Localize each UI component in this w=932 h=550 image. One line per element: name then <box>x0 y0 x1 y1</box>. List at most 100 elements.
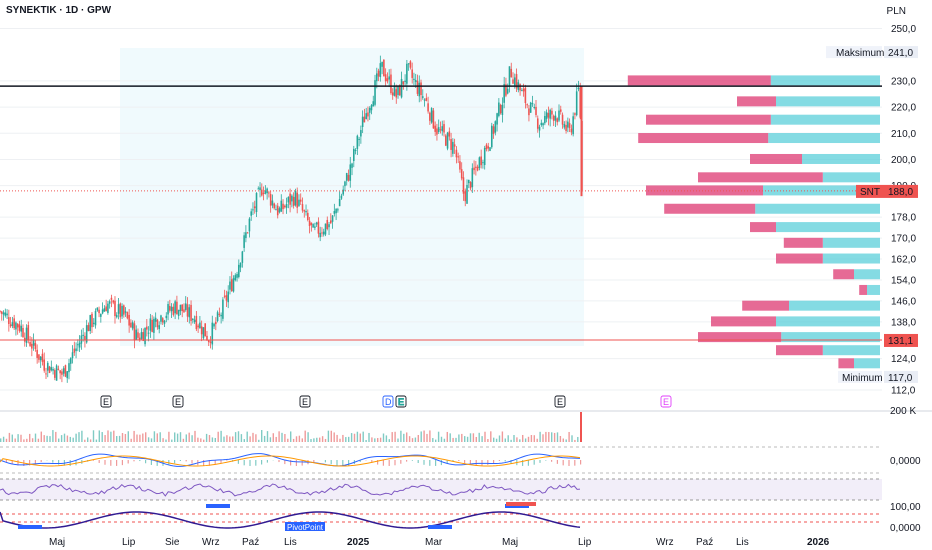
macd-histogram-bar <box>133 460 135 462</box>
volume-bar <box>171 439 173 442</box>
min-value-label: 117,0 <box>888 373 913 384</box>
macd-histogram-bar <box>562 460 564 466</box>
candle-body <box>110 297 113 300</box>
candle-body <box>321 232 323 234</box>
volume-bar <box>217 431 219 442</box>
macd-histogram-bar <box>458 460 460 462</box>
price-tick-label: 154,0 <box>891 275 916 286</box>
candle-body <box>409 61 412 68</box>
candle-body <box>299 199 302 202</box>
candle-body <box>515 74 518 89</box>
candle-body <box>230 279 233 292</box>
candle-body <box>559 109 562 112</box>
candle-body <box>77 344 79 346</box>
volume-bar <box>406 432 408 442</box>
macd-histogram-bar <box>139 460 141 462</box>
candle-body <box>92 322 95 324</box>
candle-body <box>308 220 311 227</box>
candle-body <box>301 204 304 211</box>
macd-histogram-bar <box>411 460 413 461</box>
candle-body <box>59 370 61 374</box>
volume-bar <box>426 433 428 442</box>
volume-bar <box>37 438 40 442</box>
candle-body <box>135 329 138 340</box>
time-tick-label: Lis <box>284 537 297 548</box>
time-tick-label: Sie <box>165 537 180 548</box>
macd-histogram-bar <box>52 460 54 463</box>
macd-histogram-bar <box>5 460 7 463</box>
volume-bar <box>275 436 277 442</box>
volume-profile <box>627 75 880 369</box>
candle-body <box>363 116 366 123</box>
volume-bar <box>324 438 327 442</box>
candle-body <box>268 192 270 194</box>
time-tick-label: Mar <box>425 537 443 548</box>
price-tick-label: 230,0 <box>891 76 916 87</box>
volume-bar <box>130 438 132 442</box>
candle-body <box>473 167 475 171</box>
candle-body <box>402 81 405 85</box>
volume-bar <box>348 436 350 442</box>
candle-body <box>186 304 189 317</box>
macd-histogram-bar <box>498 460 500 461</box>
volume-bar <box>495 438 498 442</box>
candle-body <box>579 87 582 118</box>
candle-body <box>347 174 350 181</box>
macd-histogram-bar <box>220 460 222 463</box>
candle-body <box>114 300 116 317</box>
volume-bar <box>2 436 5 442</box>
candle-body <box>103 308 106 312</box>
profile-bar-down <box>638 133 769 144</box>
candle-body <box>174 301 176 314</box>
profile-bar-up <box>781 332 880 343</box>
rsi-line <box>0 483 581 497</box>
candle-body <box>335 208 337 214</box>
candle-body <box>510 68 513 78</box>
macd-histogram-bar <box>92 460 94 461</box>
volume-bar <box>23 439 25 442</box>
candle-body <box>317 221 320 234</box>
candle-body <box>4 312 7 316</box>
candle-body <box>521 90 523 92</box>
candle-body <box>98 309 100 314</box>
volume-bar <box>522 434 524 442</box>
candle-body <box>176 301 178 315</box>
candle-body <box>496 113 498 125</box>
candle-body <box>377 70 380 77</box>
price-tick-label: 250,0 <box>891 24 916 35</box>
volume-bar <box>26 438 28 442</box>
candle-body <box>436 128 438 135</box>
macd-histogram-bar <box>417 460 419 464</box>
volume-bar <box>368 432 370 442</box>
candle-body <box>349 164 352 181</box>
price-tick-label: 220,0 <box>891 103 916 114</box>
candle-body <box>420 82 422 96</box>
event-marker-label: E <box>663 397 669 407</box>
candle-body <box>261 189 263 196</box>
max-value-box <box>884 46 918 59</box>
macd-histogram-bar <box>313 460 315 463</box>
pivot-marker <box>206 504 230 508</box>
candle-body <box>503 84 505 103</box>
macd-histogram-bar <box>203 460 205 466</box>
candle-body <box>512 79 514 84</box>
candle-body <box>450 139 452 150</box>
volume-bar <box>208 435 211 442</box>
volume-bar <box>159 432 161 442</box>
candle-body <box>411 69 413 78</box>
candle-body <box>501 104 504 115</box>
candle-body <box>163 320 166 324</box>
candle-body <box>352 148 355 161</box>
candle-body <box>280 200 283 212</box>
candle-body <box>64 365 67 377</box>
candle-body <box>370 105 373 111</box>
profile-bar-down <box>698 172 823 183</box>
candle-body <box>216 312 219 321</box>
macd-histogram-bar <box>214 460 216 465</box>
macd-histogram-bar <box>156 460 158 466</box>
macd-histogram-bar <box>40 460 42 463</box>
macd-histogram-bar <box>469 460 471 465</box>
profile-bar-up <box>789 300 880 311</box>
